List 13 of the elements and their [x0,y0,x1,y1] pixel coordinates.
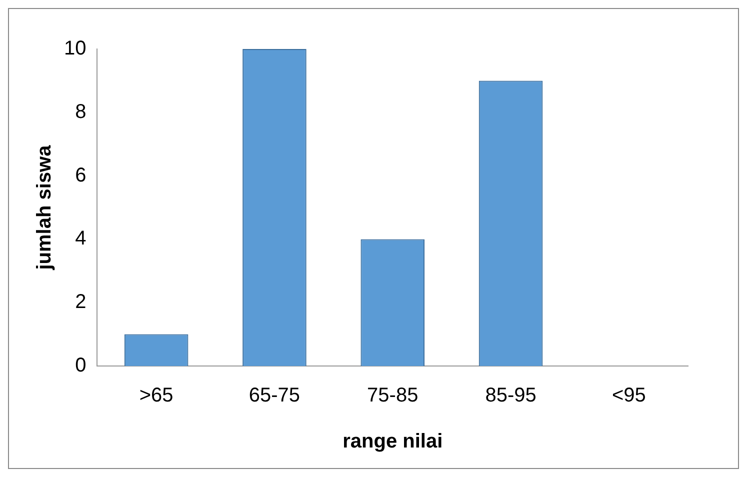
y-tick-label: 10 [64,38,86,60]
y-axis-title: jumlah siswa [34,144,56,271]
y-tick-label: 8 [75,100,86,123]
y-tick-label: 4 [75,228,86,250]
x-axis-title: range nilai [342,430,443,453]
x-tick-label: >65 [139,384,174,407]
x-tick-label: 85-95 [485,384,536,407]
y-tick-label: 2 [75,291,86,314]
x-tick-label: 65-75 [248,384,300,407]
y-tick-label: 6 [75,164,86,186]
x-tick-label: 75-85 [367,384,418,407]
y-tick-label: 0 [75,354,86,377]
x-tick-label: <95 [612,384,646,407]
